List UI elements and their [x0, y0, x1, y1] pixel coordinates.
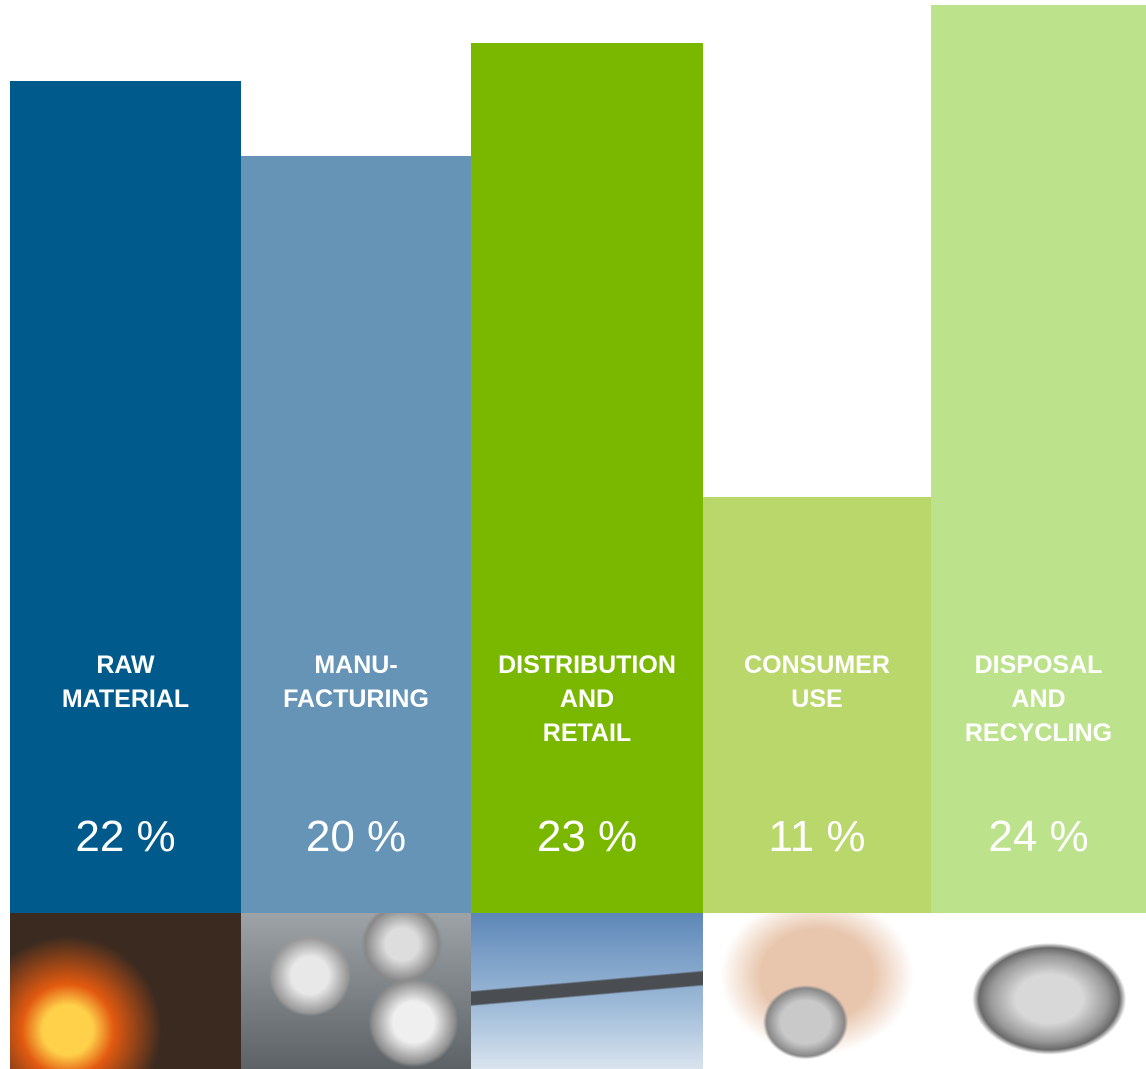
- value-label: 24 %: [988, 812, 1089, 861]
- value-label: 11 %: [768, 812, 866, 861]
- bar: [10, 80, 241, 913]
- category-label: CONSUMER USE: [744, 651, 890, 713]
- category-label: RAW MATERIAL: [61, 651, 190, 713]
- category-label: DISTRIBUTION AND RETAIL: [498, 651, 676, 747]
- value-label: 22 %: [75, 812, 176, 861]
- photo-foundry: [10, 913, 241, 1069]
- bar: [471, 42, 703, 913]
- value-label: 23 %: [536, 812, 638, 861]
- bar: [931, 5, 1146, 913]
- photo-cans: [241, 913, 471, 1069]
- bar: [241, 156, 471, 913]
- category-label: DISPOSAL AND RECYCLING: [964, 651, 1113, 747]
- bar: [703, 496, 931, 913]
- photo-opening-can: [703, 913, 931, 1069]
- photo-crushed-can: [931, 913, 1146, 1069]
- photo-airplane: [471, 913, 703, 1069]
- value-label: 20 %: [305, 812, 407, 861]
- category-label: MANU- FACTURING: [283, 651, 429, 713]
